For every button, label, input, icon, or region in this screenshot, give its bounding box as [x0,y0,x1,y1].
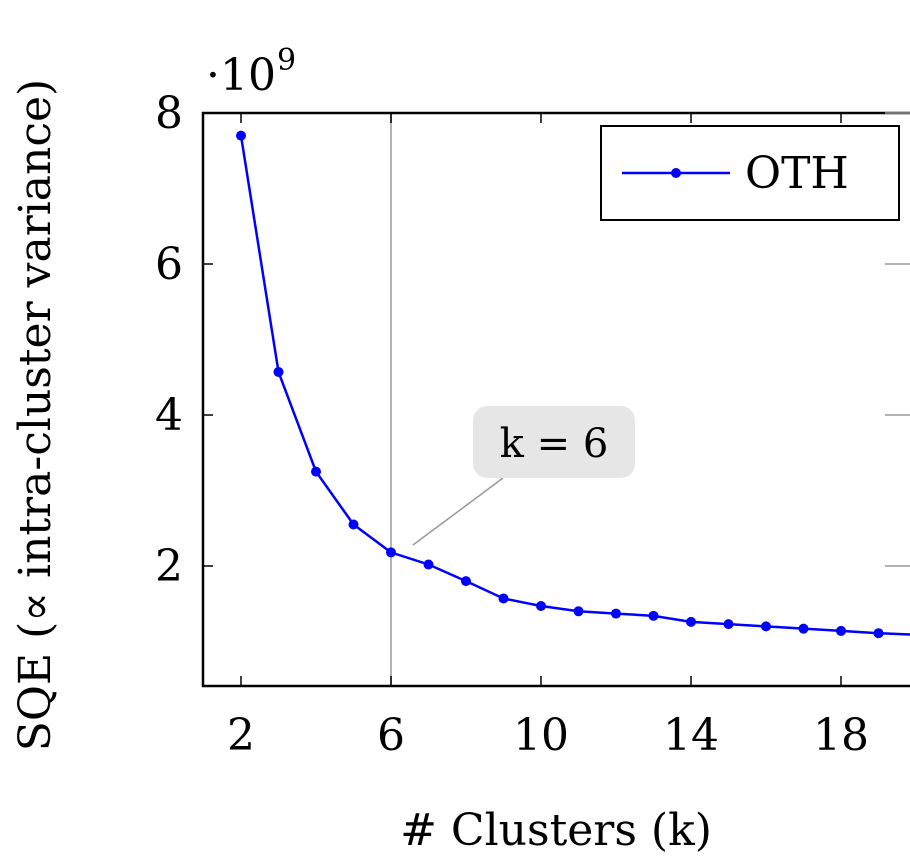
y-tick-label: 4 [155,390,183,441]
data-point [236,130,246,141]
data-point [348,519,359,530]
data-point [386,547,396,558]
x-tick-label: 6 [377,710,405,761]
data-point [686,616,696,627]
y-scale-exponent: 9 [277,43,296,78]
legend-marker-oth [671,168,681,178]
y-scale-multiplier: ·10 [206,50,276,101]
legend: OTH [600,125,900,221]
annotation: k = 6 [412,406,635,546]
x-axis-title: # Clusters (k) [400,805,712,856]
y-tick-label: 6 [155,239,183,290]
y-tick-label: 2 [155,541,183,592]
data-point [873,628,884,639]
data-point [648,610,659,621]
annotation-box [473,406,635,478]
data-point [536,601,546,612]
data-point [461,576,471,587]
plot-area [236,113,910,686]
x-tick-label: 14 [663,710,719,761]
data-point [611,608,621,619]
data-point [836,625,846,636]
legend-label-oth: OTH [745,148,849,199]
annotation-pin [412,477,504,546]
x-tick-label: 10 [513,710,569,761]
y-axis-title: SQE (∝ intra-cluster variance) [10,79,61,751]
data-point [798,623,809,634]
data-point [498,593,509,604]
x-tick-label: 2 [227,710,255,761]
y-tick-label: 8 [155,88,183,139]
data-point [311,466,321,477]
annotation-label: k = 6 [500,421,609,467]
plot-frame [201,111,910,688]
data-point [573,606,584,617]
axes: 2 6 10 14 18 2 4 6 8 ·10 9 # Clusters (k) SQE (∝ int… [10,43,910,856]
x-tick-label: 18 [813,710,869,761]
data-point [723,619,734,630]
data-point [273,366,284,377]
data-point [423,559,434,570]
data-point [761,621,771,632]
